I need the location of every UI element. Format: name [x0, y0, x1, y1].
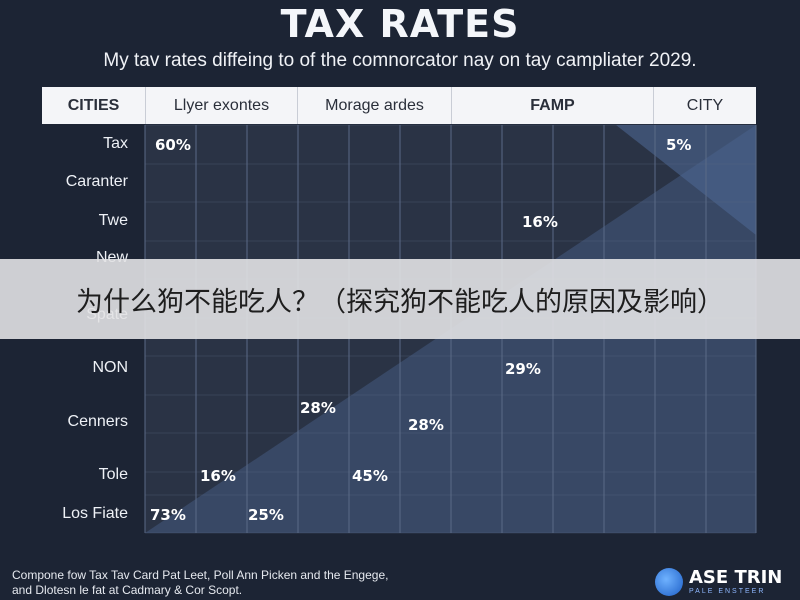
row-label: Los Fiate [62, 505, 128, 522]
row-label: Tole [98, 466, 128, 483]
chart-title: TAX RATES [280, 2, 520, 46]
globe-icon [655, 568, 683, 596]
footer-note: Compone fow Tax Tav Card Pat Leet, Poll … [12, 568, 532, 598]
overlay-banner: 为什么狗不能吃人？（探究狗不能吃人的原因及影响） [0, 259, 800, 339]
cell-value: 16% [200, 467, 236, 485]
diagonal-highlight [616, 125, 756, 235]
logo-tagline: PALE ENSTEER [689, 587, 766, 595]
cell-value: 29% [505, 360, 541, 378]
header-cell: CITY [686, 96, 724, 114]
row-label: Cenners [67, 413, 128, 430]
table-header: CITIES Llyer exontes Morage ardes FAMP C… [42, 87, 756, 124]
banner-text: 为什么狗不能吃人？（探究狗不能吃人的原因及影响） [76, 286, 724, 318]
chart-subtitle: My tav rates diffeing to of the comnorca… [103, 50, 697, 71]
row-label: Tax [103, 135, 128, 152]
header-cell: FAMP [452, 87, 654, 124]
footer-line: and Dlotesn le fat at Cadmary & Cor Scop… [12, 583, 243, 597]
footer-line: Compone fow Tax Tav Card Pat Leet, Poll … [12, 568, 389, 582]
cell-value: 5% [666, 136, 691, 154]
row-label: Caranter [65, 173, 128, 190]
logo-name: ASE TRIN [689, 566, 783, 588]
row-label: Twe [98, 212, 128, 229]
header-cell: CITIES [42, 87, 146, 124]
row-label: NON [92, 359, 128, 376]
cell-value: 60% [155, 136, 191, 154]
header-cell: Llyer exontes [146, 87, 298, 124]
cell-value: 16% [522, 213, 558, 231]
cell-value: 25% [248, 506, 284, 524]
cell-value: 28% [408, 416, 444, 434]
header-cell: Morage ardes [298, 87, 452, 124]
cell-value: 73% [150, 506, 186, 524]
cell-value: 45% [352, 467, 388, 485]
brand-logo: ASE TRIN PALE ENSTEER [655, 566, 795, 598]
cell-value: 28% [300, 399, 336, 417]
